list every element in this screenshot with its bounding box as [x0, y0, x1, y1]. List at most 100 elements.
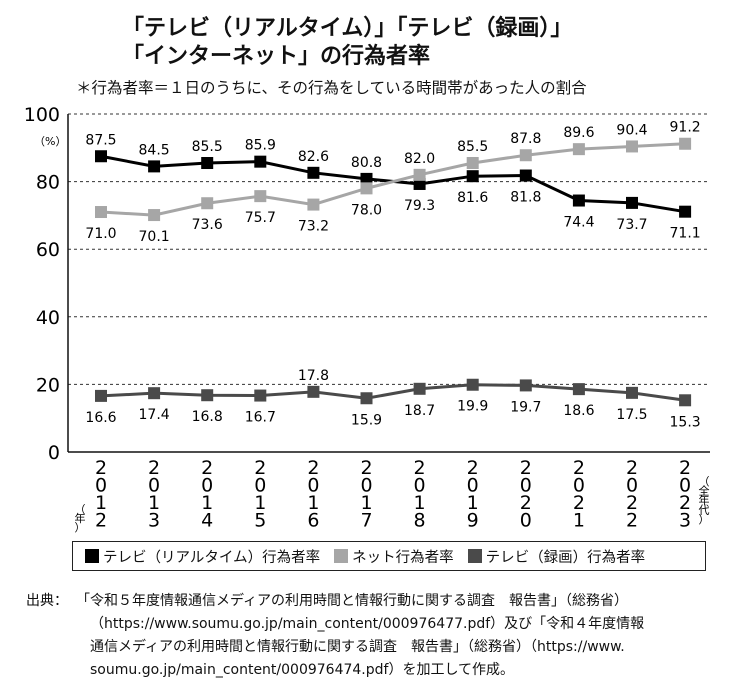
- marker-s0-2015: [254, 155, 267, 168]
- marker-s2-2012: [95, 389, 107, 402]
- y-axis-unit: （%）: [34, 135, 66, 148]
- marker-s2-2020: [519, 379, 532, 392]
- marker-s1-2012: [95, 206, 107, 219]
- source-line-2: （https://www.soumu.go.jp/main_content/00…: [90, 616, 645, 632]
- marker-s1-2015: [254, 190, 267, 203]
- data-label-s2-2018: 18.7: [404, 403, 435, 419]
- marker-s1-2019: [466, 157, 479, 170]
- data-label-s2-2012: 16.6: [85, 410, 116, 426]
- marker-s1-2022: [626, 140, 638, 153]
- source-line-1: 「令和５年度情報通信メディアの利用時間と情報行動に関する調査 報告書」（総務省）: [76, 593, 629, 609]
- data-label-s2-2013: 17.4: [139, 407, 170, 423]
- chart-title-line2: 「インターネット」の行為者率: [122, 44, 431, 69]
- marker-s1-2023: [679, 137, 692, 150]
- marker-s2-2019: [466, 378, 479, 391]
- legend-item-tv-realtime: テレビ（リアルタイム）行為者率: [85, 546, 320, 567]
- legend-item-tv-recorded: テレビ（録画）行為者率: [467, 546, 646, 567]
- marker-s0-2012: [95, 150, 107, 163]
- data-label-s0-2017: 80.8: [351, 155, 382, 171]
- series-line-2: [100, 383, 686, 402]
- y-tick-label-20: 20: [36, 374, 60, 396]
- data-label-s0-2014: 85.5: [192, 139, 223, 155]
- data-label-s0-2013: 84.5: [139, 142, 170, 158]
- data-label-s0-2018: 79.3: [404, 198, 435, 214]
- marker-s2-2016: [307, 385, 320, 398]
- x-axis-unit-year: （年）: [75, 503, 86, 534]
- data-label-s0-2023: 71.1: [670, 226, 701, 242]
- legend-swatch-tv-realtime: [85, 549, 99, 563]
- source-line-3: 通信メディアの利用時間と情報行動に関する調査 報告書」（総務省）（https:/…: [90, 639, 625, 655]
- marker-s1-2020: [519, 149, 532, 162]
- marker-s2-2018: [413, 382, 426, 395]
- marker-s1-2014: [201, 197, 214, 210]
- data-label-s2-2015: 16.7: [245, 410, 276, 426]
- data-label-s0-2019: 81.6: [457, 190, 488, 206]
- marker-s1-2013: [148, 209, 161, 222]
- y-tick-label-100: 100: [24, 104, 60, 126]
- legend-label-tv-recorded: テレビ（録画）行為者率: [485, 549, 646, 566]
- series-line-1: [100, 142, 686, 217]
- data-label-s1-2013: 70.1: [139, 229, 170, 245]
- marker-s2-2014: [201, 389, 214, 402]
- marker-s1-2021: [572, 143, 585, 156]
- marker-s0-2020: [519, 169, 532, 182]
- legend-swatch-tv-recorded: [467, 549, 482, 563]
- marker-s0-2018: [413, 177, 426, 190]
- source-line-4: soumu.go.jp/main_content/000976474.pdf）を…: [90, 662, 515, 678]
- data-label-s2-2014: 16.8: [192, 409, 223, 425]
- marker-s2-2015: [254, 389, 267, 402]
- marker-s0-2022: [626, 196, 638, 209]
- data-label-s0-2015: 85.9: [245, 138, 276, 154]
- legend-item-internet: ネット行為者率: [334, 546, 454, 567]
- legend-swatch-internet: [334, 549, 349, 563]
- data-label-s1-2014: 73.6: [192, 217, 223, 233]
- data-label-s2-2021: 18.6: [563, 403, 594, 419]
- marker-s1-2016: [307, 198, 320, 211]
- marker-s2-2022: [626, 386, 638, 399]
- data-label-s2-2019: 19.9: [457, 399, 488, 415]
- marker-s2-2023: [679, 394, 692, 407]
- marker-s0-2017: [360, 172, 373, 185]
- chart-title-line1: 「テレビ（リアルタイム）」「テレビ（録画）」: [122, 16, 573, 41]
- legend-label-internet: ネット行為者率: [352, 549, 454, 566]
- data-label-s1-2022: 90.4: [616, 122, 647, 138]
- data-label-s1-2016: 73.2: [298, 219, 329, 235]
- x-axis-unit-all-ages: （全年代）: [699, 475, 710, 526]
- marker-s0-2021: [572, 194, 585, 207]
- data-label-s1-2017: 78.0: [351, 202, 382, 218]
- data-label-s2-2022: 17.5: [616, 407, 647, 423]
- data-label-s2-2023: 15.3: [670, 414, 701, 430]
- data-label-s1-2020: 87.8: [510, 131, 541, 147]
- legend-label-tv-realtime: テレビ（リアルタイム）行為者率: [103, 549, 321, 566]
- data-label-s1-2018: 82.0: [404, 151, 435, 167]
- data-label-s2-2017: 15.9: [351, 412, 382, 428]
- marker-s0-2014: [201, 157, 214, 170]
- data-label-s1-2012: 71.0: [85, 226, 116, 242]
- data-label-s2-2020: 19.7: [510, 399, 541, 415]
- data-label-s1-2015: 75.7: [245, 210, 276, 226]
- marker-s0-2013: [148, 160, 161, 173]
- series-line-0: [100, 154, 686, 214]
- marker-s1-2017: [360, 182, 373, 195]
- data-label-s0-2022: 73.7: [616, 217, 647, 233]
- source-text: 「令和５年度情報通信メディアの利用時間と情報行動に関する調査 報告書」（総務省）…: [76, 590, 644, 682]
- marker-s2-2013: [148, 387, 161, 400]
- chart-legend: テレビ（リアルタイム）行為者率 ネット行為者率 テレビ（録画）行為者率: [72, 541, 706, 571]
- data-label-s1-2021: 89.6: [563, 125, 594, 141]
- y-tick-label-0: 0: [48, 442, 60, 464]
- marker-s0-2016: [307, 166, 320, 179]
- line-chart: 0 20 40 60 80 100 （%） 2 0 1 2 2 0 1 3 2 0 1 4 2 0 1 5 2 0 1 6 2 0 1 7 2…: [24, 104, 710, 534]
- data-label-s0-2016: 82.6: [298, 149, 329, 165]
- data-label-s1-2019: 85.5: [457, 139, 488, 155]
- source-label: 出典：: [26, 593, 68, 609]
